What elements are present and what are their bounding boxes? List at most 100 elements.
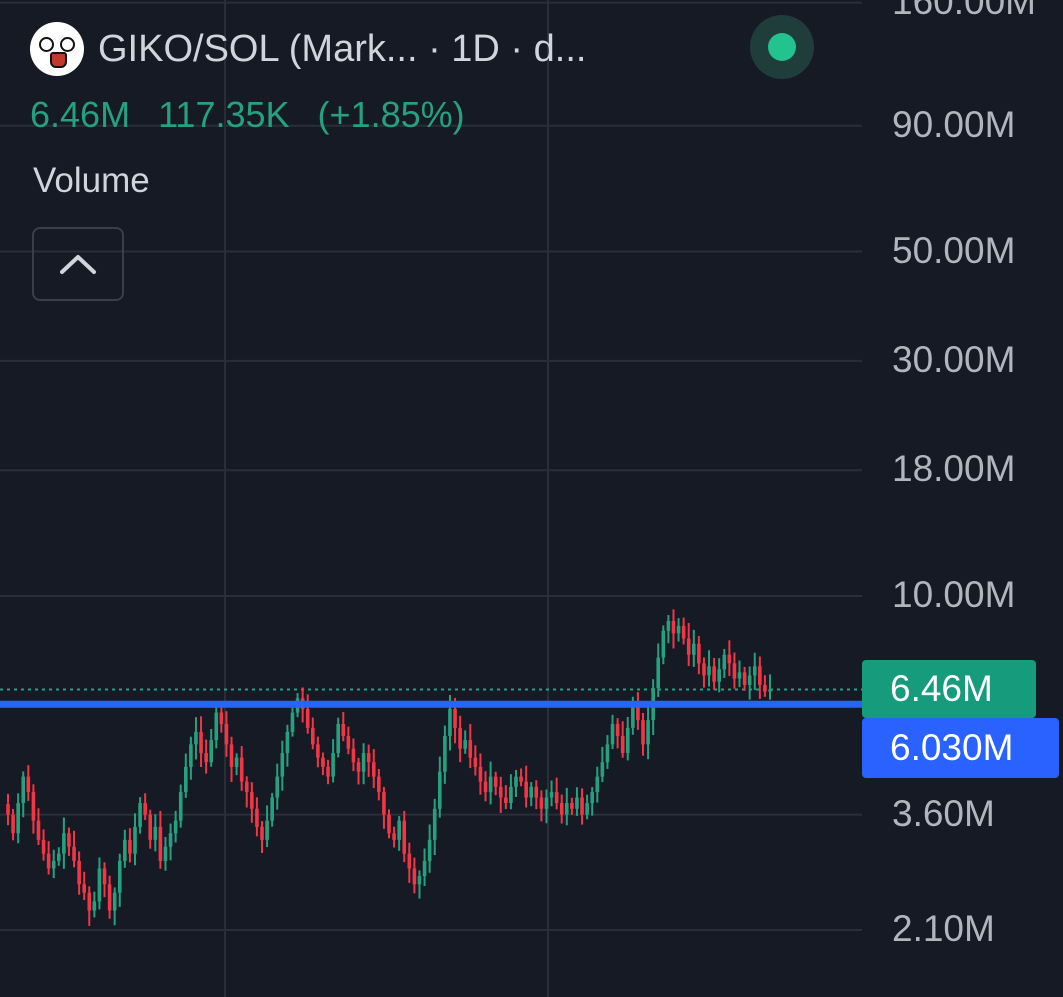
candle-body — [417, 876, 422, 885]
candle-body — [676, 625, 681, 634]
candle-body — [138, 803, 142, 827]
candle-body — [742, 672, 747, 685]
candle-body — [112, 892, 117, 911]
candle-body — [371, 762, 376, 777]
header-row: GIKO/SOL (Mark... · 1D · d... — [30, 22, 586, 76]
candle-body — [275, 776, 280, 798]
horizontal-line-price-tag[interactable]: 6.030M — [862, 718, 1059, 778]
candle-body — [148, 814, 153, 840]
candle-body — [224, 723, 229, 745]
candle-body — [184, 766, 188, 793]
candle-body — [117, 860, 122, 893]
y-tick-label: 10.00M — [892, 574, 1016, 615]
candle-body — [737, 672, 742, 679]
candle-body — [270, 797, 274, 821]
candle-body — [412, 868, 417, 885]
candle-body — [529, 786, 534, 798]
candle-body — [255, 808, 259, 827]
candle-body — [87, 892, 92, 911]
candle-body — [331, 753, 335, 777]
candle-body — [453, 708, 457, 728]
candle-body — [123, 839, 127, 861]
candle-body — [158, 826, 163, 861]
candle-body — [51, 860, 56, 869]
candle-body — [712, 666, 716, 682]
candle-body — [717, 669, 721, 682]
candle-body — [6, 804, 10, 815]
collapse-legend-button[interactable] — [32, 227, 124, 301]
candle-body — [46, 853, 51, 869]
candle-body — [229, 744, 234, 767]
candle-body — [102, 868, 107, 885]
candle-body — [646, 720, 650, 745]
candle-body — [351, 748, 356, 763]
candle-body — [321, 757, 325, 767]
y-tick-label: 3.60M — [892, 792, 995, 834]
candle-body — [697, 643, 701, 664]
candle-body — [178, 792, 183, 821]
candle-body — [707, 666, 711, 676]
candle-body — [265, 820, 269, 840]
candle-body — [758, 666, 762, 685]
candle-body — [21, 776, 26, 804]
candle-body — [559, 803, 564, 815]
candle-body — [590, 792, 594, 804]
candle-body — [153, 826, 158, 840]
candle-body — [473, 757, 478, 767]
candle-body — [747, 675, 752, 685]
candle-body — [16, 803, 20, 834]
change-percent: (+1.85%) — [317, 94, 465, 135]
candle-body — [163, 846, 168, 861]
indicator-label[interactable]: Volume — [33, 161, 150, 200]
candle-body — [41, 839, 46, 854]
candle-body — [346, 735, 351, 749]
candle-body — [280, 753, 285, 777]
candle-body — [763, 684, 767, 692]
candle-body — [702, 663, 706, 676]
candle-body — [107, 884, 112, 911]
live-dot-icon — [768, 33, 796, 61]
candle-body — [356, 762, 361, 772]
candle-body — [656, 657, 661, 689]
candle-body — [605, 744, 610, 763]
candle-body — [133, 826, 137, 854]
candle-body — [382, 792, 386, 815]
candle-body — [631, 705, 635, 728]
candle-body — [260, 826, 264, 840]
candle-body — [493, 776, 498, 787]
live-status-indicator[interactable] — [750, 15, 814, 79]
candle-body — [519, 776, 523, 782]
candle-body — [427, 839, 432, 861]
candle-body — [580, 797, 584, 815]
candle-body — [686, 638, 691, 655]
candle-body — [498, 786, 503, 798]
candle-body — [549, 792, 554, 798]
candle-body — [514, 776, 518, 787]
candle-body — [478, 766, 483, 782]
candle-body — [199, 731, 203, 754]
candle-body — [752, 666, 757, 676]
candle-body — [387, 814, 391, 834]
candle-body — [219, 712, 224, 724]
candle-body — [443, 735, 447, 772]
candle-body — [565, 803, 569, 815]
candle-body — [128, 839, 132, 854]
candle-body — [407, 853, 412, 869]
candle-body — [234, 757, 239, 767]
candle-body — [189, 744, 193, 767]
candle-body — [285, 731, 290, 754]
change-value: 117.35K — [158, 94, 290, 135]
candle-body — [641, 720, 645, 745]
candle-body — [173, 820, 178, 834]
last-value: 6.46M — [30, 94, 131, 135]
candle-body — [615, 723, 620, 736]
y-tick-label: 30.00M — [892, 338, 1016, 380]
candle-body — [727, 654, 732, 664]
symbol-title[interactable]: GIKO/SOL (Mark... · 1D · d... — [98, 27, 587, 70]
candle-body — [468, 740, 473, 758]
candle-body — [92, 901, 97, 911]
candle-body — [26, 776, 31, 793]
candle-body — [625, 727, 630, 754]
